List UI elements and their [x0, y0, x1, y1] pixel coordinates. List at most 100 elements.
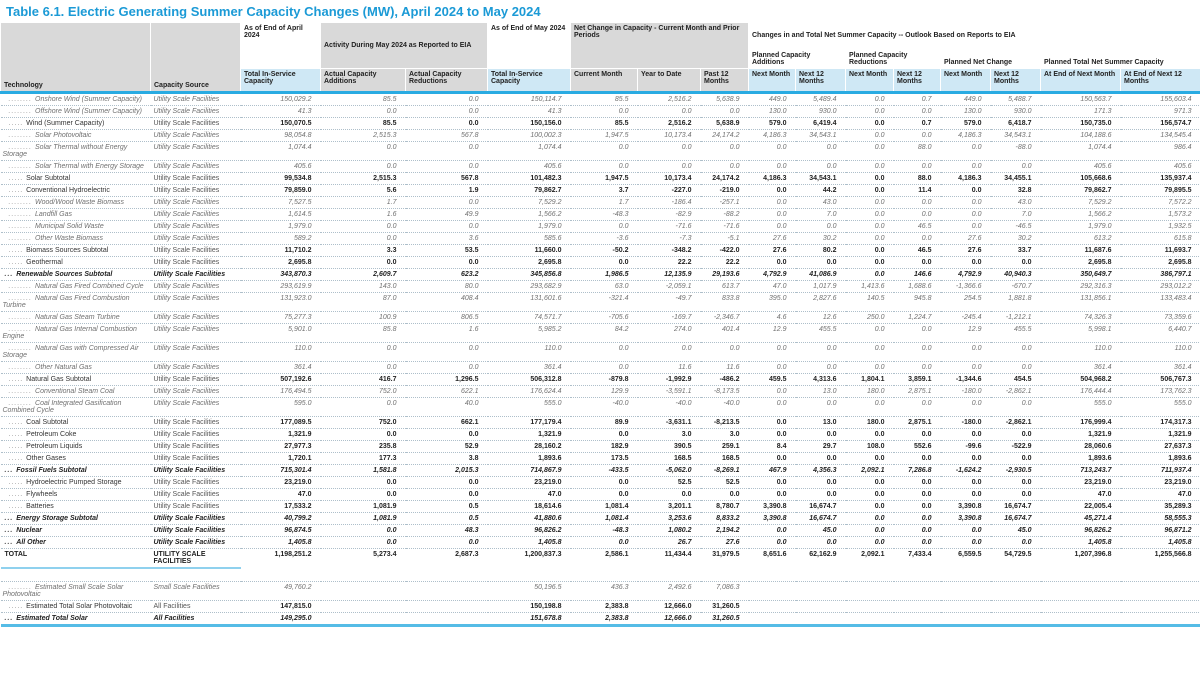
value-cell: 0.0 [748, 220, 796, 233]
value-cell: 2,092.1 [845, 548, 894, 568]
technology-label: Batteries [26, 503, 54, 510]
value-cell: 0.0 [748, 524, 796, 537]
value-cell: -1,212.1 [990, 311, 1041, 324]
value-cell [1120, 599, 1200, 612]
value-cell: 130.0 [748, 105, 796, 118]
indent-dots: ........ [8, 144, 36, 151]
value-cell: 0.0 [468, 96, 479, 103]
value-cell: 567.8 [405, 172, 488, 185]
technology-label: Conventional Hydroelectric [26, 187, 110, 194]
value-cell: 27.6 [940, 244, 991, 257]
value-cell: 0.0 [845, 232, 894, 245]
technology-label: Petroleum Coke [26, 431, 77, 438]
value-cell: 101,482.3 [487, 172, 571, 185]
value-cell: 1,979.0 [487, 220, 571, 233]
value-cell: 361.4 [1120, 361, 1200, 374]
capacity-source-cell: Utility Scale Facilities [150, 342, 241, 362]
value-cell: 29,193.6 [700, 268, 749, 281]
value-cell: 7,529.2 [1040, 196, 1121, 209]
value-cell: 390.5 [637, 440, 701, 453]
value-cell: 1,405.8 [487, 536, 571, 549]
capacity-source-cell: Utility Scale Facilities [150, 452, 241, 465]
value-cell: 1,321.9 [1040, 428, 1121, 441]
value-cell: 0.0 [940, 524, 991, 537]
value-cell: -48.3 [570, 524, 638, 537]
value-cell: 32.8 [990, 184, 1041, 197]
value-cell [1040, 580, 1121, 600]
value-cell: 1,074.4 [240, 141, 321, 161]
value-cell: 0.0 [893, 196, 941, 209]
value-cell: 129.9 [570, 385, 638, 398]
table-row: ........ Solar Photovoltaic Utility Scale… [0, 129, 1200, 142]
table-row: ... Fossil Fuels Subtotal Utility Scale F… [0, 464, 1200, 477]
value-cell: 0.0 [405, 256, 488, 269]
value-cell: 713,243.7 [1040, 464, 1121, 477]
value-cell: 16,674.7 [990, 512, 1041, 525]
value-cell: 74,571.7 [487, 311, 571, 324]
col-header-capacity-source: Capacity Source [150, 22, 241, 94]
indent-dots: ... [4, 614, 17, 622]
value-cell: 0.0 [845, 512, 894, 525]
value-cell: 0.0 [893, 160, 941, 173]
value-cell [748, 599, 796, 612]
technology-label: Wood/Wood Waste Biomass [35, 199, 124, 206]
value-cell: 85.8 [320, 323, 406, 343]
value-cell: 0.0 [748, 397, 796, 417]
value-cell: 11.6 [637, 361, 701, 374]
value-cell [795, 599, 846, 612]
indent-dots: ........ [8, 199, 36, 206]
value-cell: -180.0 [940, 385, 991, 398]
value-cell: 0.0 [405, 141, 488, 161]
value-cell: 7,286.8 [893, 464, 941, 477]
value-cell: 345,856.8 [487, 268, 571, 281]
value-cell: -8,269.1 [700, 464, 749, 477]
value-cell: 361.4 [240, 361, 321, 374]
technology-label: Other Gases [26, 455, 66, 462]
value-cell: 110.0 [1120, 342, 1200, 362]
value-cell: 26.7 [637, 536, 701, 549]
value-cell: 0.0 [893, 105, 941, 118]
value-cell: 467.9 [748, 464, 796, 477]
capacity-source-cell: Utility Scale Facilities [150, 184, 241, 197]
indent-dots: ..... [8, 503, 27, 510]
value-cell: 0.0 [405, 536, 488, 549]
value-cell: 0.0 [570, 488, 638, 501]
capacity-table: Technology Capacity Source As of End of … [0, 22, 1200, 627]
value-cell: -1,992.9 [637, 373, 701, 386]
value-cell: 0.0 [845, 476, 894, 489]
value-cell: 11.4 [893, 184, 941, 197]
value-cell [748, 611, 796, 627]
value-cell [1120, 611, 1200, 627]
value-cell: 615.8 [1120, 232, 1200, 245]
value-cell: 0.0 [893, 512, 941, 525]
value-cell: -82.9 [637, 208, 701, 221]
technology-cell: ........ Offshore Wind (Summer Capacity) [0, 105, 151, 118]
value-cell: 0.0 [990, 256, 1041, 269]
table-row: ..... Batteries Utility Scale Facilities 1… [0, 500, 1200, 513]
value-cell: 0.0 [940, 160, 991, 173]
value-cell: 27.6 [940, 232, 991, 245]
technology-cell: ... Fossil Fuels Subtotal [0, 464, 151, 477]
value-cell: 0.0 [320, 536, 406, 549]
value-cell: 552.6 [893, 440, 941, 453]
value-cell: -670.7 [990, 280, 1041, 293]
value-cell: 714,867.9 [487, 464, 571, 477]
value-cell: 2,515.3 [320, 129, 406, 142]
value-cell: 2,875.1 [893, 385, 941, 398]
capacity-source-cell: Utility Scale Facilities [150, 323, 241, 343]
value-cell: -71.6 [700, 220, 749, 233]
technology-label: Nuclear [16, 527, 42, 534]
value-cell: 1,893.6 [1040, 452, 1121, 465]
value-cell: 24,174.2 [700, 129, 749, 142]
indent-dots: ........ [8, 96, 36, 103]
technology-cell: ........ Natural Gas Steam Turbine [0, 311, 151, 324]
value-cell: 0.0 [320, 220, 406, 233]
value-cell: 0.0 [795, 428, 846, 441]
capacity-source-cell: Utility Scale Facilities [150, 105, 241, 118]
value-cell: 0.0 [845, 105, 894, 118]
indent-dots: ........ [8, 223, 36, 230]
value-cell: -8,213.5 [700, 416, 749, 429]
value-cell: 131,601.6 [487, 292, 571, 312]
value-cell: 4,792.9 [940, 268, 991, 281]
